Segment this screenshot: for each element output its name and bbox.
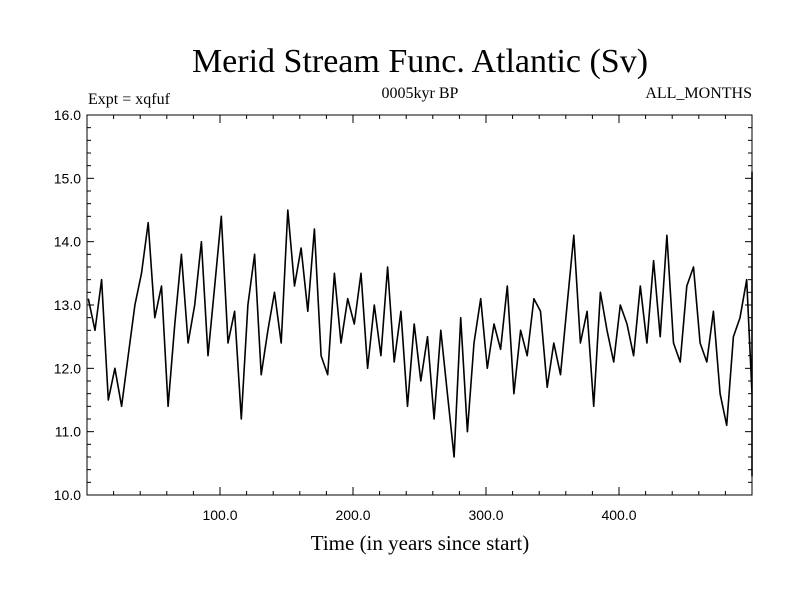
y-tick-label: 10.0 <box>54 487 81 503</box>
y-tick-label: 12.0 <box>54 360 81 376</box>
y-tick-label: 14.0 <box>54 234 81 250</box>
x-tick-label: 200.0 <box>335 507 370 523</box>
x-axis-label: Time (in years since start) <box>311 531 530 555</box>
chart-subtitle: 0005kyr BP <box>382 85 459 102</box>
plot-area <box>87 171 753 477</box>
x-tick-label: 300.0 <box>468 507 503 523</box>
series-line <box>87 171 753 477</box>
y-axis: 10.0 11.0 12.0 13.0 14.0 15.0 16.0 <box>54 107 752 503</box>
x-axis: 100.0 200.0 300.0 400.0 <box>113 115 726 523</box>
y-tick-label: 13.0 <box>54 297 81 313</box>
x-tick-label: 400.0 <box>601 507 636 523</box>
months-label: ALL_MONTHS <box>645 85 752 102</box>
y-tick-label: 11.0 <box>55 424 81 440</box>
y-tick-label: 16.0 <box>54 107 81 123</box>
x-tick-label: 100.0 <box>202 507 237 523</box>
experiment-label: Expt = xqfuf <box>88 91 171 108</box>
plot-frame <box>86 114 753 496</box>
chart-title: Merid Stream Func. Atlantic (Sv) <box>192 43 648 80</box>
y-tick-label: 15.0 <box>54 170 81 186</box>
